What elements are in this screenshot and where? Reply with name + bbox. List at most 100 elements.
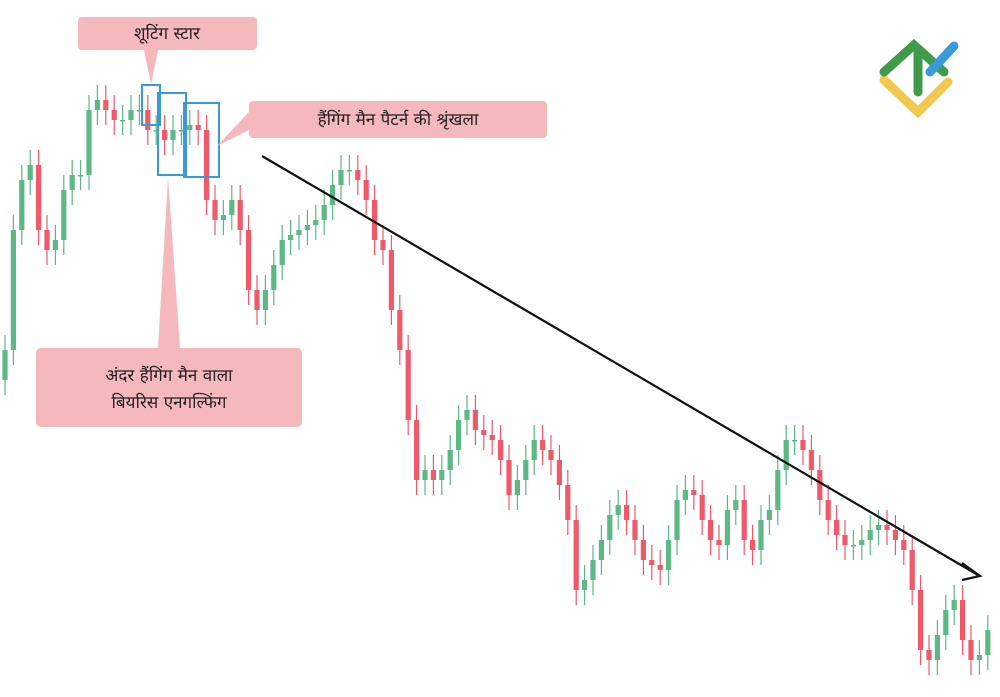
candle-body: [691, 490, 697, 495]
annotation: शूटिंग स्टार: [134, 23, 201, 44]
candle-body: [422, 470, 428, 480]
logo: [879, 38, 959, 119]
candle-body: [61, 190, 67, 240]
candle-body: [456, 420, 462, 450]
candle-body: [27, 165, 33, 180]
candle-body: [758, 520, 764, 550]
candle-body: [514, 480, 520, 495]
candle-body: [220, 215, 226, 220]
candle-body: [355, 170, 361, 180]
candle-body: [901, 540, 907, 550]
candle-body: [229, 200, 235, 215]
candle-body: [733, 500, 739, 510]
candle-body: [985, 630, 991, 655]
callouts: शूटिंग स्टार हैंगिंग मैन पैटर्न की श्रृं…: [36, 17, 547, 427]
candle-body: [397, 310, 403, 350]
candle-body: [766, 510, 772, 520]
candle-body: [170, 130, 176, 140]
trend-line: [261, 155, 979, 576]
candle-body: [405, 350, 411, 420]
candle-body: [876, 525, 882, 530]
candle-body: [338, 170, 344, 185]
candle-body: [481, 430, 487, 435]
candle-body: [884, 525, 890, 530]
candle-body: [632, 520, 638, 540]
candle-body: [674, 500, 680, 540]
candle-body: [523, 460, 529, 480]
hanging-man-box: [183, 102, 220, 178]
candle-body: [548, 450, 554, 460]
candle-body: [304, 225, 310, 230]
callout-pointer: [158, 177, 180, 348]
trend-arrow: [261, 155, 983, 582]
candle-body: [439, 470, 445, 480]
candle-body: [288, 235, 294, 240]
candle-body: [657, 565, 663, 570]
candle-body: [52, 240, 58, 250]
candle-body: [909, 550, 915, 590]
candle-body: [783, 440, 789, 470]
candle-body: [296, 230, 302, 235]
candle-body: [212, 200, 218, 220]
candle-body: [262, 290, 268, 310]
candle-body: [918, 590, 924, 650]
candle-body: [792, 440, 798, 442]
candle-body: [187, 125, 193, 130]
candle-body: [531, 440, 537, 460]
candle-body: [111, 110, 117, 120]
callout-box: [36, 348, 302, 427]
candle-body: [699, 495, 705, 520]
candle-body: [867, 530, 873, 540]
candle-body: [136, 110, 142, 112]
candle-body: [800, 440, 806, 450]
candle-body: [44, 230, 50, 250]
candle-body: [926, 650, 932, 660]
candle-body: [19, 180, 25, 230]
candle-body: [321, 205, 327, 220]
annotation: बियरिस एनगल्फिंग: [111, 392, 226, 413]
candle-body: [850, 545, 856, 547]
candle-body: [330, 185, 336, 205]
candle-body: [834, 520, 840, 535]
candle-body: [86, 110, 92, 175]
candle-body: [103, 100, 109, 110]
candle-body: [640, 540, 646, 560]
candle-body: [279, 240, 285, 265]
candle-body: [741, 500, 747, 540]
shooting-star-box: [141, 84, 161, 126]
annotation: हैंगिंग मैन पैटर्न की श्रृंखला: [318, 109, 479, 130]
candle-body: [388, 250, 394, 310]
candle-body: [237, 200, 243, 230]
candle-body: [565, 485, 571, 520]
candle-body: [380, 240, 386, 250]
candle-body: [582, 580, 588, 590]
candle-body: [590, 560, 596, 580]
pattern-boxes: [141, 84, 220, 178]
candle-body: [892, 530, 898, 540]
candle-body: [607, 515, 613, 540]
candle-body: [573, 520, 579, 590]
candle-body: [78, 175, 84, 177]
candle-body: [598, 540, 604, 560]
candle-body: [128, 110, 134, 120]
candle-body: [372, 200, 378, 240]
candle-body: [808, 450, 814, 470]
candle-body: [430, 470, 436, 480]
candle-body: [472, 410, 478, 430]
candle-body: [498, 440, 504, 460]
annotation: अंदर हैंगिंग मैन वाला: [105, 365, 233, 386]
candle-body: [69, 175, 75, 190]
candle-body: [36, 165, 42, 230]
candle-body: [775, 470, 781, 510]
callout-pointer: [144, 50, 158, 84]
engulfing-box: [157, 92, 187, 176]
callout-box: [78, 17, 257, 50]
candle-body: [246, 230, 252, 290]
candle-body: [556, 460, 562, 485]
candle-body: [817, 470, 823, 500]
candle-body: [489, 435, 495, 440]
candle-body: [716, 540, 722, 545]
candle-body: [624, 505, 630, 520]
candle-body: [363, 180, 369, 200]
